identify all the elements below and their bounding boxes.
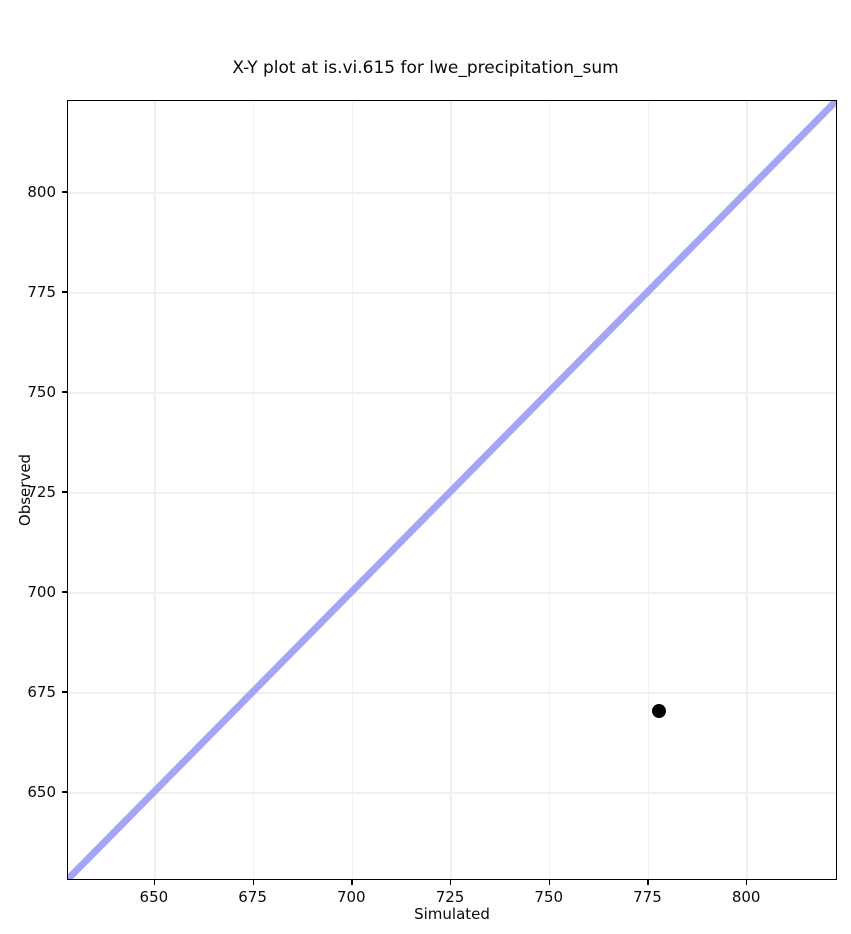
x-tick-label: 800 [731, 888, 761, 906]
x-tick-label: 775 [633, 888, 662, 906]
x-tick-label: 750 [534, 888, 564, 906]
gridline-horizontal [68, 292, 836, 294]
x-tick-label: 675 [238, 888, 267, 906]
gridline-horizontal [68, 392, 836, 394]
plot-area [67, 100, 837, 880]
gridline-vertical [154, 101, 156, 879]
gridline-vertical [746, 101, 748, 879]
x-tick-mark [647, 880, 649, 885]
x-axis-label: Simulated [414, 905, 490, 923]
gridline-vertical [548, 101, 551, 879]
gridline-horizontal [68, 192, 836, 194]
one-to-one-line [68, 101, 836, 879]
x-tick-mark [746, 880, 748, 885]
x-tick-mark [252, 880, 254, 885]
x-tick-label: 650 [139, 888, 169, 906]
gridline-horizontal [68, 592, 836, 594]
x-tick-mark [450, 880, 452, 885]
x-tick-mark [153, 880, 156, 885]
x-tick-label: 700 [336, 888, 366, 906]
x-tick-mark [351, 880, 353, 885]
y-axis-label: Observed [16, 453, 34, 527]
gridline-vertical [351, 101, 354, 879]
gridline-vertical [647, 101, 650, 879]
gridline-horizontal [68, 792, 836, 794]
x-tick-label: 725 [435, 888, 465, 906]
chart-title-line-1: X-Y plot at is.vi.615 for lwe_precipitat… [232, 58, 619, 78]
gridline-horizontal [68, 692, 836, 694]
gridline-vertical [252, 101, 255, 879]
scatter-point [652, 704, 667, 718]
x-tick-mark [548, 880, 551, 885]
